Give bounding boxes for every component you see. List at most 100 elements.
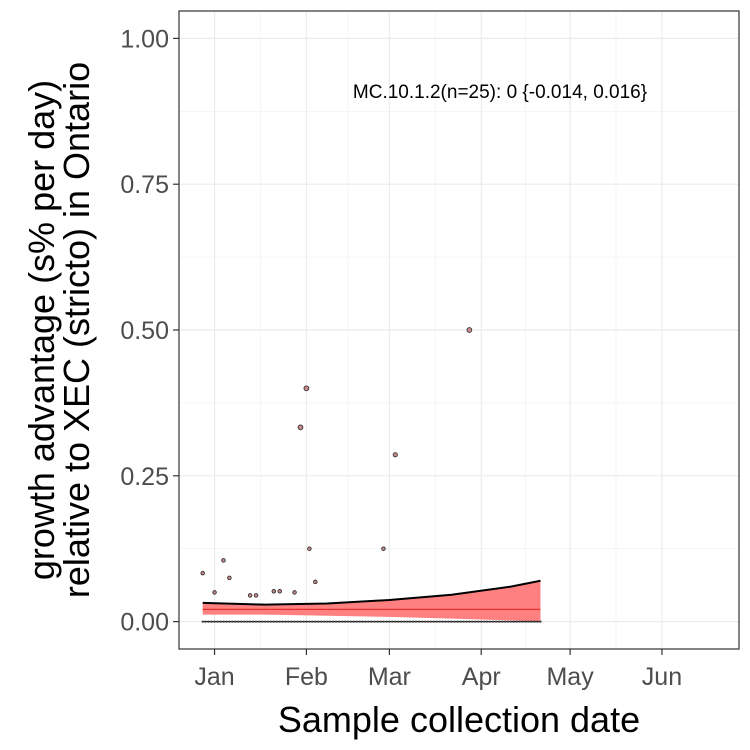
zero-data-point xyxy=(314,620,317,623)
zero-data-point xyxy=(471,620,474,623)
zero-data-point xyxy=(254,620,258,623)
zero-data-point xyxy=(346,620,349,623)
zero-data-point xyxy=(500,620,504,623)
zero-data-point xyxy=(539,620,542,623)
zero-data-point xyxy=(263,620,267,623)
zero-data-point xyxy=(323,620,326,623)
zero-data-point xyxy=(480,620,483,623)
y-tick-label: 1.00 xyxy=(120,25,169,53)
zero-data-point xyxy=(527,620,530,623)
data-point xyxy=(253,593,259,598)
zero-data-point xyxy=(385,620,388,623)
zero-data-point xyxy=(456,620,459,623)
zero-data-point xyxy=(311,620,314,623)
data-point xyxy=(212,590,217,595)
zero-data-point xyxy=(450,620,453,623)
zero-data-point xyxy=(281,620,284,623)
x-axis-ticks: Jan Feb Mar Apr May Jun xyxy=(194,649,682,691)
zero-data-point xyxy=(483,620,486,623)
data-point xyxy=(227,575,232,581)
zero-data-point xyxy=(515,620,518,623)
zero-data-point xyxy=(331,620,335,623)
zero-data-point xyxy=(429,620,432,623)
zero-data-point xyxy=(509,620,512,623)
data-point xyxy=(392,452,398,458)
zero-data-point xyxy=(409,620,412,623)
zero-data-point xyxy=(388,620,391,623)
zero-data-point xyxy=(391,620,394,623)
zero-data-point xyxy=(225,620,228,623)
data-point xyxy=(292,590,297,595)
zero-data-point xyxy=(376,620,379,623)
zero-data-point xyxy=(506,620,509,623)
zero-data-point xyxy=(320,620,323,623)
zero-data-point xyxy=(444,620,447,623)
zero-data-point xyxy=(231,620,234,623)
data-point xyxy=(313,579,318,585)
zero-data-point xyxy=(512,620,515,623)
data-point xyxy=(247,593,253,598)
zero-data-point xyxy=(228,620,231,623)
zero-data-point xyxy=(435,620,438,623)
zero-data-point xyxy=(269,620,272,623)
zero-data-point xyxy=(213,620,216,623)
zero-data-point xyxy=(284,620,287,623)
y-axis-ticks: 0.00 0.25 0.50 0.75 1.00 xyxy=(120,25,179,637)
y-tick-label: 0.25 xyxy=(120,463,169,491)
zero-data-point xyxy=(503,620,507,623)
zero-data-point xyxy=(497,620,501,623)
zero-data-point xyxy=(355,620,358,623)
zero-data-point xyxy=(447,620,450,623)
zero-data-point xyxy=(358,620,361,623)
data-point xyxy=(221,558,226,563)
zero-data-point xyxy=(317,620,320,623)
zero-data-point xyxy=(477,620,480,623)
zero-data-point xyxy=(397,620,400,623)
zero-data-point xyxy=(302,620,305,623)
upper-bound-line xyxy=(202,579,541,606)
y-axis-title-line-2: relative to XEC (stricto) in Ontario xyxy=(56,62,97,598)
zero-data-point xyxy=(426,620,429,623)
zero-data-point xyxy=(210,620,213,623)
zero-data-point xyxy=(379,620,382,623)
zero-data-point xyxy=(530,620,533,623)
zero-data-point xyxy=(521,620,524,623)
zero-data-point xyxy=(290,620,293,623)
zero-data-point xyxy=(459,620,462,623)
zero-data-point xyxy=(489,620,492,623)
zero-data-point xyxy=(382,620,385,623)
data-point xyxy=(200,570,205,576)
y-axis-title-line-1: growth advantage (s% per day) xyxy=(21,80,62,580)
zero-data-point xyxy=(411,620,415,623)
zero-data-point xyxy=(367,620,370,623)
zero-data-point xyxy=(305,620,308,623)
data-point xyxy=(307,546,312,551)
zero-data-point xyxy=(251,620,255,623)
zero-data-point xyxy=(468,620,471,623)
y-tick-label: 0.00 xyxy=(120,609,169,637)
zero-data-point xyxy=(207,620,210,623)
zero-data-point xyxy=(329,620,332,623)
zero-data-point xyxy=(343,620,347,623)
data-point xyxy=(303,385,310,392)
x-tick-label: Apr xyxy=(462,663,501,691)
zero-data-point xyxy=(373,620,376,623)
data-point xyxy=(297,424,304,431)
zero-data-point xyxy=(453,620,456,623)
zero-data-point xyxy=(536,620,539,623)
zero-data-point xyxy=(417,620,421,623)
x-tick-label: Jan xyxy=(194,663,234,691)
zero-data-point xyxy=(216,620,219,623)
zero-data-point xyxy=(432,620,435,623)
zero-data-point xyxy=(361,620,364,623)
zero-data-point xyxy=(524,620,527,623)
x-tick-label: Feb xyxy=(285,663,328,691)
zero-data-point xyxy=(243,620,246,623)
x-tick-label: Mar xyxy=(368,663,411,691)
zero-data-point xyxy=(278,620,281,623)
zero-data-point xyxy=(474,620,477,623)
zero-data-point xyxy=(222,620,225,623)
chart-annotation: MC.10.1.2(n=25): 0 {-0.014, 0.016} xyxy=(353,82,647,103)
x-tick-label: Jun xyxy=(642,663,682,691)
data-point xyxy=(381,546,386,551)
